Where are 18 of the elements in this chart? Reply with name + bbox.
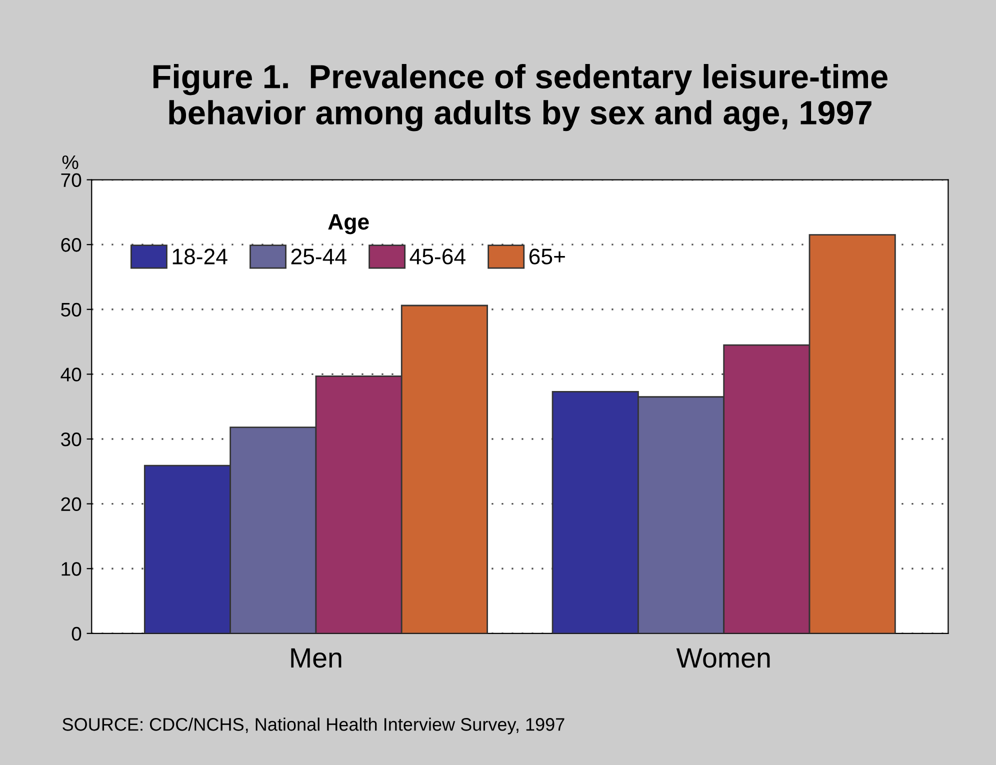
x-tick-label: Men — [291, 648, 342, 668]
y-tick-label: 40 — [60, 368, 82, 382]
legend-label: 65+ — [529, 248, 565, 264]
x-tick-label: Women — [676, 648, 770, 668]
y-tick-label: 30 — [61, 432, 82, 446]
y-tick-label: 70 — [61, 173, 82, 188]
y-axis-title: % — [62, 155, 78, 170]
legend-label: 25-44 — [291, 248, 346, 264]
y-tick-label: 20 — [61, 497, 82, 512]
legend-title: Age — [328, 214, 369, 234]
y-tick-label: 0 — [72, 626, 82, 641]
legend-label: 18-24 — [172, 248, 228, 264]
y-tick-label: 60 — [61, 238, 82, 252]
source-note: SOURCE: CDC/NCHS, National Health Interview Survey, 1997 — [62, 718, 564, 734]
y-tick-label: 50 — [61, 302, 82, 317]
y-tick-label: 10 — [62, 562, 82, 576]
chart-title: Figure 1. Prevalence of sedentary leisure-time behavior among adults by sex and age, 1997 — [154, 64, 888, 132]
legend-label: 45-64 — [410, 248, 466, 264]
